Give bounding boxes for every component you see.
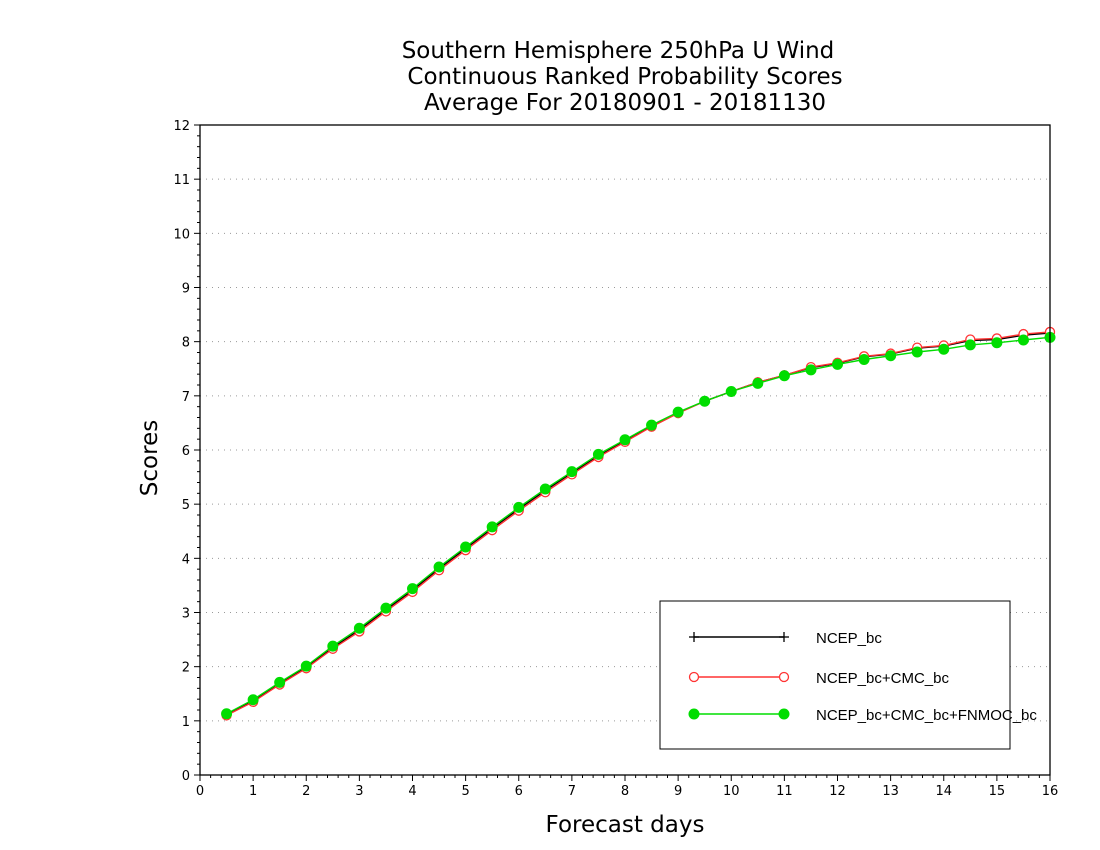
data-point: [353, 622, 365, 634]
y-tick-label: 0: [182, 769, 190, 784]
legend-box: [659, 600, 1011, 750]
data-point: [752, 377, 764, 389]
chart-title-line-1: Southern Hemisphere 250hPa U Wind: [402, 38, 835, 64]
y-tick-label: 3: [182, 607, 190, 622]
legend-label: NCEP_bc+CMC_bc+FNMOC_bc: [816, 707, 1037, 724]
legend: NCEP_bc NCEP_bc+CMC_bc NCEP_bc+CMC_bc+FNMO…: [659, 600, 1037, 750]
y-tick-label: 1: [182, 715, 190, 730]
data-point: [646, 419, 658, 431]
y-axis-label: Scores: [137, 420, 163, 496]
legend-label: NCEP_bc: [816, 630, 882, 647]
legend-marker: [779, 632, 789, 642]
data-point: [433, 561, 445, 573]
data-point: [407, 583, 418, 595]
data-point: [274, 676, 286, 688]
x-tick-label: 2: [302, 784, 310, 799]
legend-marker: [689, 632, 699, 642]
data-point: [672, 406, 684, 418]
x-axis-label: Forecast days: [546, 812, 705, 838]
legend-entry: NCEP_bc+CMC_bc+FNMOC_bc: [688, 707, 1037, 724]
data-point: [539, 483, 551, 495]
x-tick-label: 13: [882, 784, 899, 799]
x-tick-label: 15: [989, 784, 1006, 799]
data-point: [885, 350, 897, 362]
data-point: [247, 694, 259, 706]
data-point: [778, 370, 790, 382]
data-point: [327, 640, 339, 652]
x-tick-label: 14: [935, 784, 952, 799]
series-2: [221, 331, 1056, 720]
x-tick-label: 9: [674, 784, 682, 799]
data-point: [911, 346, 923, 358]
legend-label: NCEP_bc+CMC_bc: [816, 670, 949, 687]
x-tick-label: 11: [776, 784, 793, 799]
y-tick-label: 8: [182, 336, 190, 351]
data-point: [486, 521, 498, 533]
data-point: [832, 358, 843, 370]
data-point: [300, 660, 312, 672]
data-point: [221, 708, 233, 720]
legend-entry: NCEP_bc+CMC_bc: [688, 670, 949, 687]
x-tick-label: 16: [1042, 784, 1059, 799]
data-point: [938, 343, 950, 355]
legend-marker: [778, 708, 790, 720]
x-tick-label: 6: [515, 784, 523, 799]
x-tick-label: 12: [829, 784, 846, 799]
y-tick-label: 7: [182, 390, 190, 405]
x-axis: 0 1 2 3 4 5 6 7 8 9 10 11 12 13 14 15 16: [196, 775, 1058, 799]
data-point: [725, 386, 737, 397]
y-tick-label: 5: [182, 498, 190, 513]
data-point: [513, 501, 525, 513]
x-tick-label: 3: [355, 784, 363, 799]
x-tick-label: 4: [408, 784, 416, 799]
x-tick-label: 8: [621, 784, 629, 799]
y-tick-label: 2: [182, 661, 190, 676]
y-tick-label: 4: [182, 552, 190, 567]
x-tick-label: 10: [723, 784, 740, 799]
legend-marker: [688, 671, 700, 683]
x-tick-label: 0: [196, 784, 204, 799]
x-tick-label: 7: [568, 784, 576, 799]
chart-title: Southern Hemisphere 250hPa U Wind Contin…: [402, 38, 843, 116]
x-tick-label: 5: [461, 784, 469, 799]
data-point: [699, 395, 711, 407]
data-point: [380, 602, 392, 614]
legend-marker: [688, 708, 700, 720]
data-point: [566, 466, 578, 478]
y-tick-label: 10: [173, 227, 190, 242]
data-point: [619, 434, 631, 446]
data-point: [964, 339, 976, 351]
data-point: [991, 337, 1003, 349]
x-tick-label: 1: [249, 784, 257, 799]
chart-title-line-2: Continuous Ranked Probability Scores: [407, 64, 842, 90]
y-tick-label: 9: [182, 282, 190, 297]
legend-marker: [778, 671, 790, 683]
data-point: [592, 448, 604, 460]
y-tick-label: 11: [173, 173, 190, 188]
chart-title-line-3: Average For 20180901 - 20181130: [424, 90, 826, 116]
series-layer: [221, 326, 1056, 721]
y-tick-label: 6: [182, 444, 190, 459]
data-point: [858, 354, 870, 366]
data-point: [805, 364, 817, 376]
data-point: [1017, 334, 1029, 346]
legend-entry: NCEP_bc: [689, 630, 882, 647]
y-tick-label: 12: [173, 119, 190, 134]
data-point: [460, 541, 472, 553]
